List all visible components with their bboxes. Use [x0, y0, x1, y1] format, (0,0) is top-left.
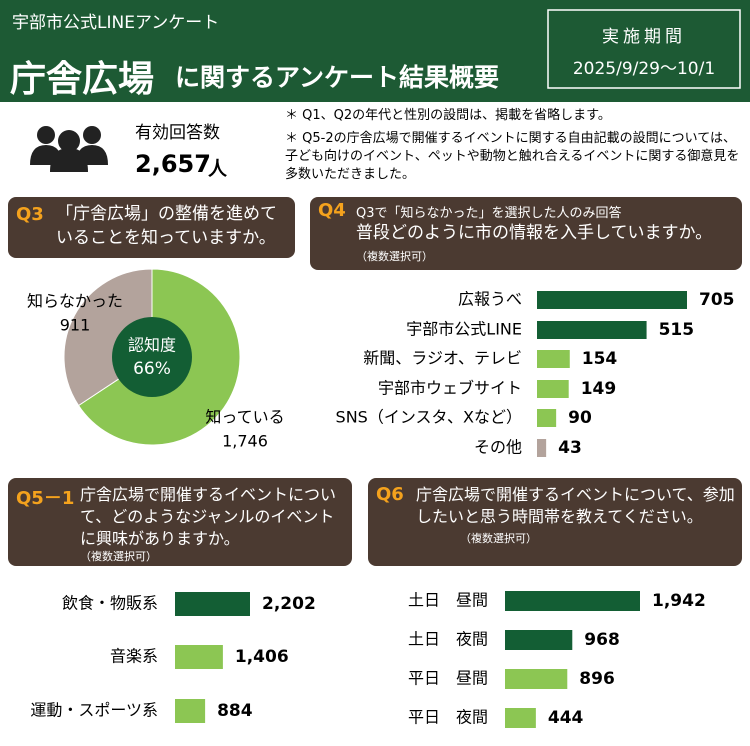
bar-value: 43	[558, 438, 582, 458]
title-main: 庁舎広場	[10, 59, 155, 100]
slice-value: 1,746	[222, 432, 268, 451]
bar-label: 平日 昼間	[408, 669, 488, 688]
q4-box	[310, 197, 742, 270]
bar-value: 2,202	[262, 594, 316, 614]
period-label: 実施期間	[602, 27, 686, 47]
q6-box	[368, 478, 742, 566]
bar-value: 444	[548, 708, 584, 728]
bar-label: 宇部市公式LINE	[406, 320, 522, 339]
bar	[537, 409, 557, 427]
bar-value: 884	[217, 701, 253, 721]
bar-label: 平日 夜間	[408, 708, 488, 727]
bar-label: 土日 昼間	[408, 591, 488, 610]
slice-label: 知っている	[205, 408, 284, 427]
bar	[537, 350, 570, 368]
period: 2025/9/29～10/1	[572, 59, 716, 79]
bar	[537, 291, 687, 309]
bar	[175, 699, 206, 723]
bar	[537, 380, 569, 398]
question-tag: Q4	[318, 200, 346, 221]
question-text: 「庁舎広場」の整備を進めていることを知っていますか。	[56, 204, 277, 248]
period-box	[547, 9, 741, 89]
note: ＊ Q1、Q2の年代と性別の設問は、掲載を省略します。	[285, 108, 611, 123]
bar	[505, 708, 536, 728]
header-subtitle: 宇部市公式LINEアンケート	[12, 13, 220, 33]
bar-value: 90	[568, 408, 592, 428]
bar	[537, 439, 547, 457]
respondents-count: 2,657	[135, 150, 211, 178]
bar	[175, 645, 223, 669]
question-text: 庁舎広場で開催するイベントについて、どのようなジャンルのイベントに興味があります…	[80, 485, 337, 548]
note: ＊ Q5-2の庁舎広場で開催するイベントに関する自由記載の設問については、子ども…	[285, 131, 740, 182]
question-tag: Q5－1	[16, 488, 75, 509]
bar	[505, 630, 573, 650]
bar-value: 1,406	[235, 647, 289, 667]
bar-value: 705	[699, 290, 735, 310]
center-value: 66%	[133, 359, 171, 379]
bar-label: 運動・スポーツ系	[30, 701, 158, 720]
question-text: 庁舎広場で開催するイベントについて、参加したいと思う時間帯を教えてください。	[416, 485, 735, 526]
bar-label: 飲食・物販系	[62, 594, 158, 613]
bar-value: 515	[659, 320, 695, 340]
title-rest: に関するアンケート結果概要	[175, 63, 500, 92]
bar-label: その他	[474, 438, 522, 457]
bar-value: 968	[584, 630, 620, 650]
bar-label: 宇部市ウェブサイト	[378, 379, 522, 398]
bar	[505, 669, 568, 689]
bar-value: 154	[582, 349, 618, 369]
bar-value: 149	[581, 379, 617, 399]
bar-label: 広報うべ	[458, 290, 522, 309]
bar-label: 土日 夜間	[408, 630, 488, 649]
bar-label: SNS（インスタ、Xなど）	[336, 408, 522, 427]
bar-value: 896	[579, 669, 615, 689]
bar	[175, 592, 250, 616]
question-sub: Q3で「知らなかった」を選択した人のみ回答	[356, 206, 622, 221]
header-band	[0, 0, 750, 102]
bar	[505, 591, 640, 611]
question-tag: Q6	[376, 484, 404, 505]
respondents-label: 有効回答数	[135, 123, 220, 143]
q3-box	[8, 197, 295, 258]
bar-label: 音楽系	[110, 647, 158, 666]
bar-value: 1,942	[652, 591, 706, 611]
pie-center	[112, 317, 192, 397]
respondents-unit: 人	[208, 158, 228, 180]
slice-label: 知らなかった	[27, 292, 123, 311]
slice-value: 911	[60, 316, 91, 335]
question-note: （複数選択可）	[356, 250, 433, 263]
question-note: （複数選択可）	[460, 532, 537, 545]
center-label: 認知度	[128, 336, 176, 355]
q5-box	[8, 478, 352, 566]
question-tag: Q3	[16, 204, 44, 225]
bar	[537, 321, 647, 339]
question-note: （複数選択可）	[80, 550, 157, 563]
bar-label: 新聞、ラジオ、テレビ	[363, 349, 522, 368]
question-text: 普段どのように市の情報を入手していますか。	[356, 223, 713, 243]
people-icon	[30, 126, 108, 172]
